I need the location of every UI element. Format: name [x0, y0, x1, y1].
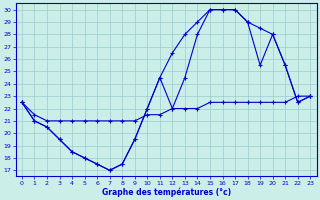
X-axis label: Graphe des températures (°c): Graphe des températures (°c) — [101, 187, 231, 197]
